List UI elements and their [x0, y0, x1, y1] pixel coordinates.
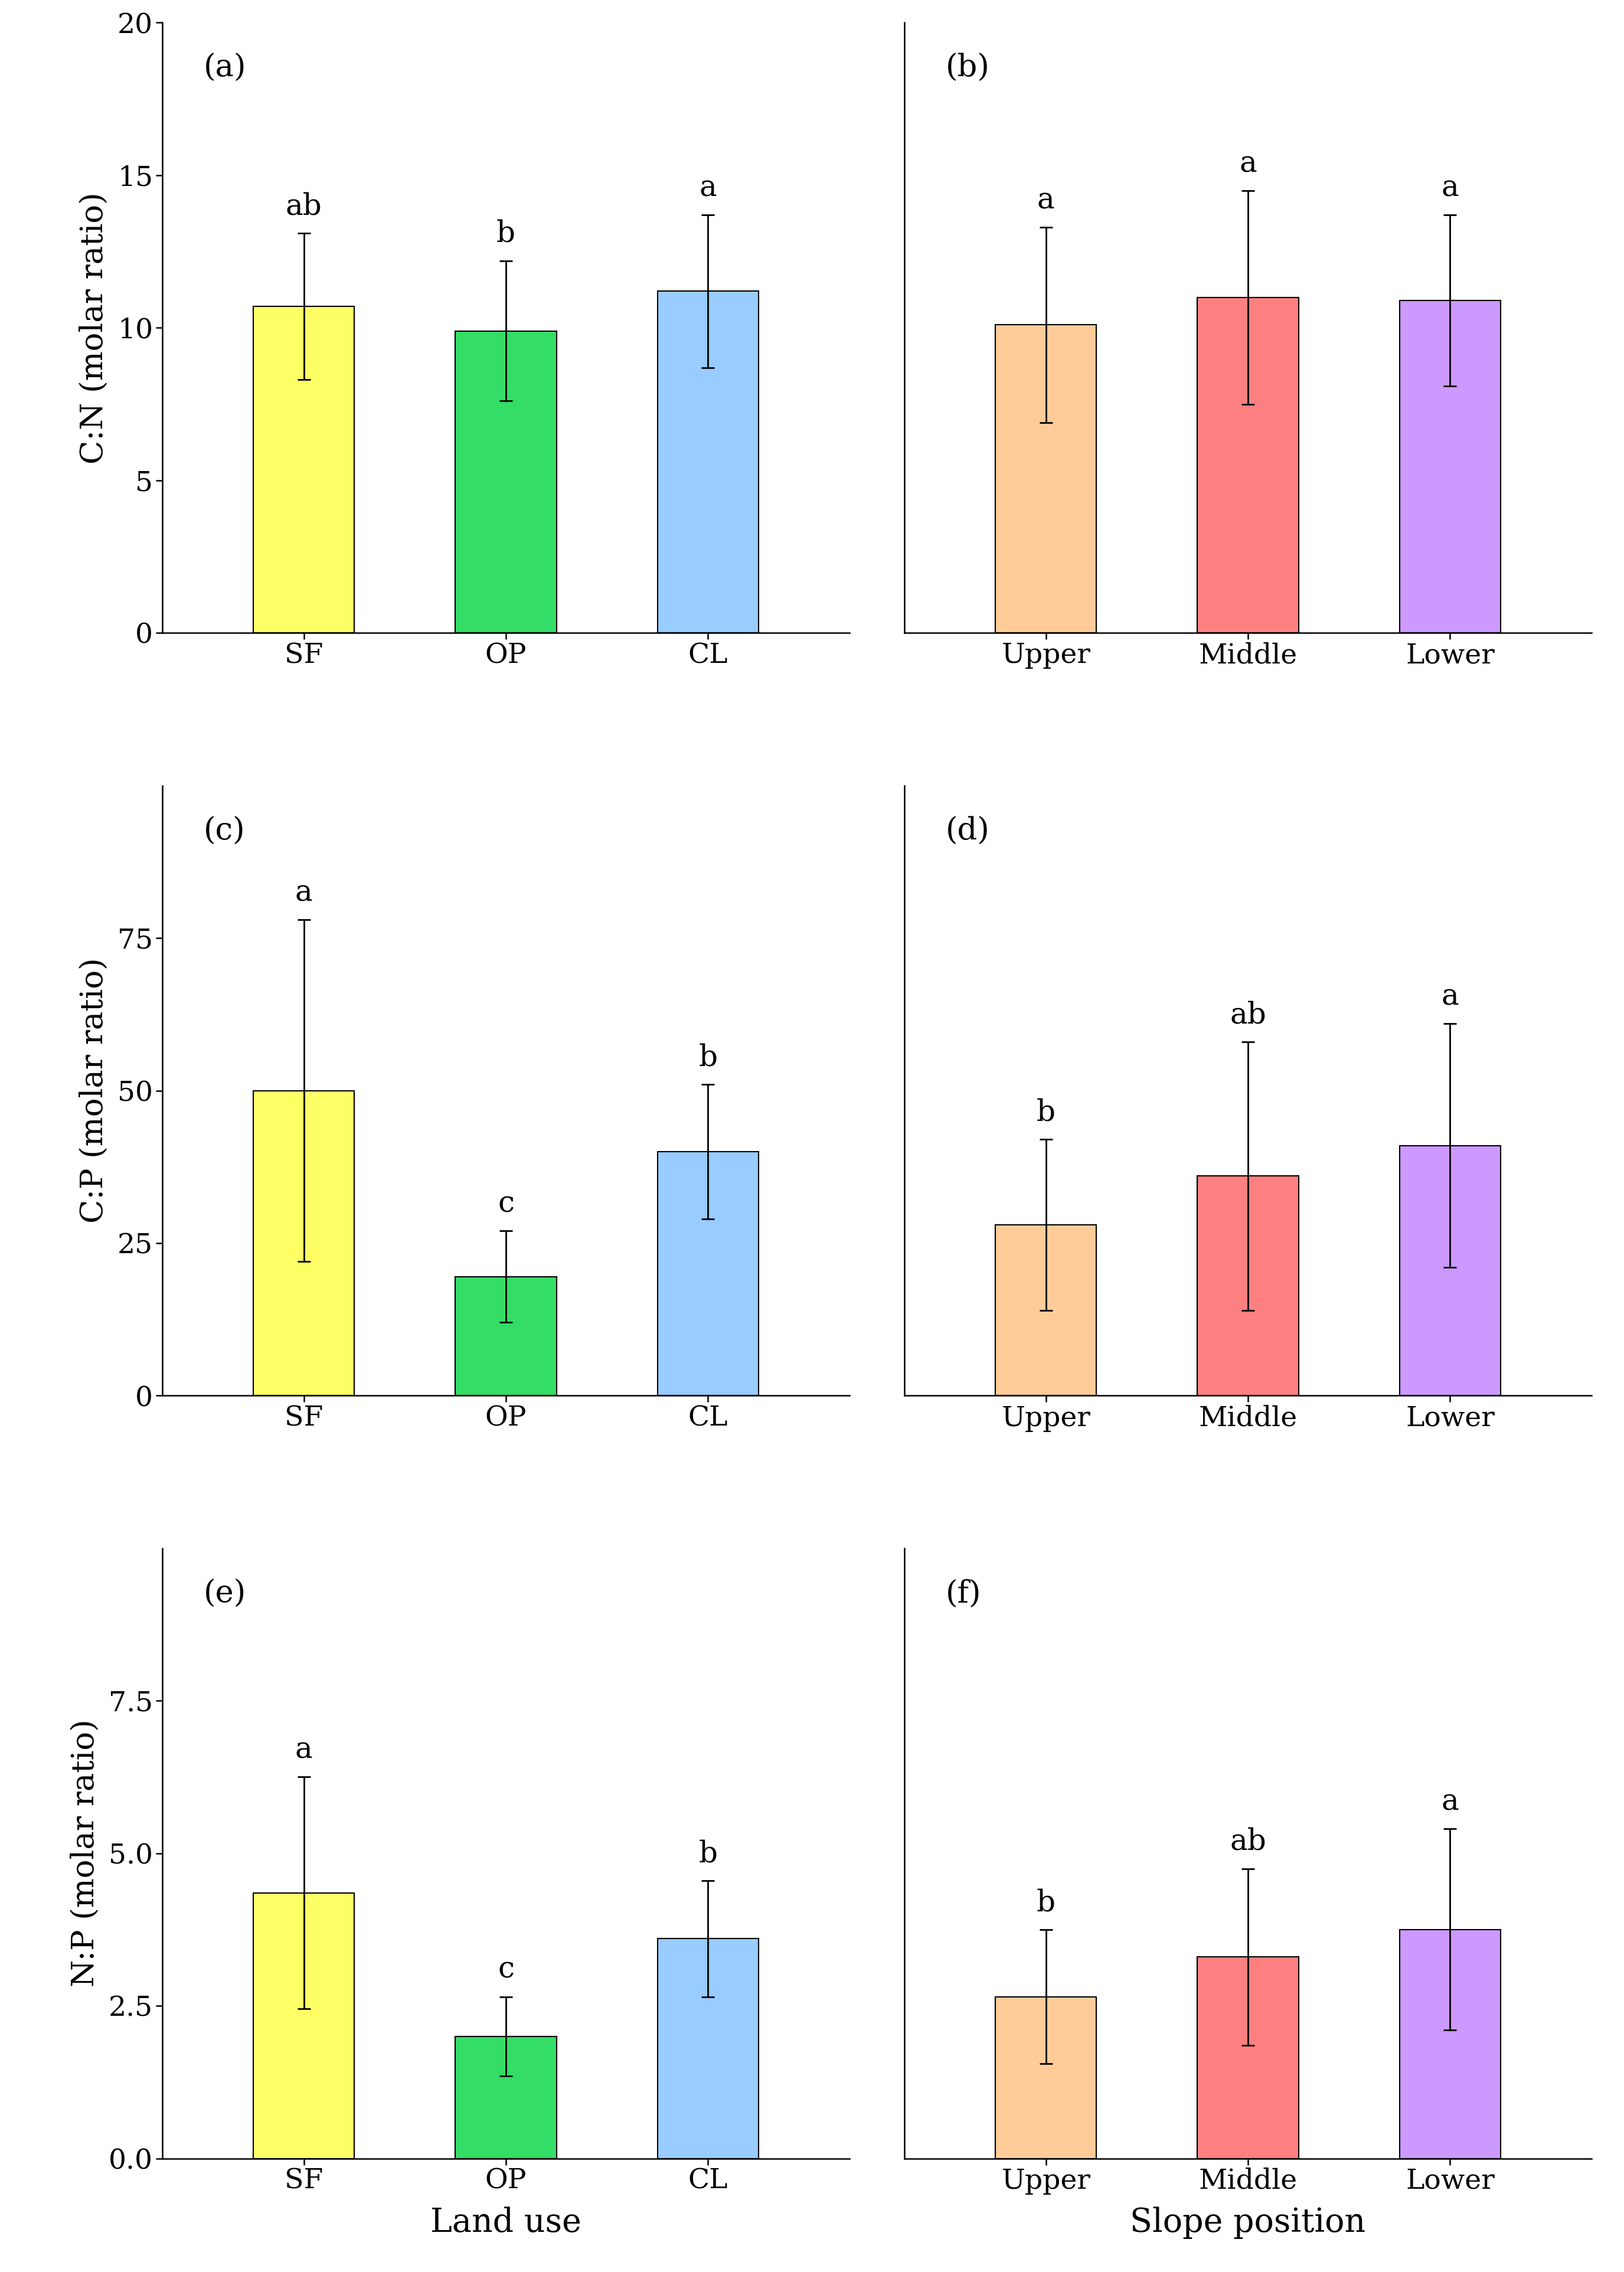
Bar	[996, 1997, 1096, 2158]
Bar	[455, 2036, 557, 2158]
Text: (b): (b)	[945, 52, 991, 84]
Text: ab: ab	[1229, 1000, 1267, 1029]
Text: a: a	[296, 879, 313, 907]
Text: (d): (d)	[945, 816, 989, 845]
Bar	[253, 1893, 354, 2158]
Y-axis label: N:P (molar ratio): N:P (molar ratio)	[70, 1720, 101, 1988]
Text: (c): (c)	[203, 816, 245, 845]
Text: a: a	[1440, 173, 1458, 202]
Bar	[1197, 1177, 1299, 1395]
Bar	[455, 1277, 557, 1395]
Bar	[1400, 1929, 1501, 2158]
Text: b: b	[1036, 1888, 1056, 1918]
Bar	[658, 1938, 758, 2158]
Y-axis label: C:P (molar ratio): C:P (molar ratio)	[80, 959, 109, 1222]
X-axis label: Land use: Land use	[430, 2206, 581, 2240]
Bar	[253, 307, 354, 634]
Text: (f): (f)	[945, 1579, 981, 1609]
Bar	[996, 325, 1096, 634]
Bar	[996, 1225, 1096, 1395]
Bar	[1400, 1145, 1501, 1395]
Text: a: a	[296, 1736, 313, 1765]
Text: a: a	[1440, 1788, 1458, 1818]
Text: c: c	[497, 1956, 515, 1983]
Text: c: c	[497, 1191, 515, 1218]
Bar	[1197, 298, 1299, 634]
Text: b: b	[698, 1840, 718, 1868]
Text: a: a	[1239, 150, 1257, 177]
Text: a: a	[1440, 982, 1458, 1011]
X-axis label: Slope position: Slope position	[1130, 2206, 1366, 2240]
Text: b: b	[1036, 1097, 1056, 1127]
Text: (e): (e)	[203, 1579, 247, 1609]
Text: ab: ab	[1229, 1827, 1267, 1856]
Text: a: a	[1038, 186, 1054, 216]
Text: b: b	[698, 1043, 718, 1072]
Text: b: b	[497, 220, 515, 248]
Bar	[253, 1091, 354, 1395]
Bar	[658, 291, 758, 634]
Bar	[658, 1152, 758, 1395]
Text: (a): (a)	[203, 52, 247, 84]
Bar	[1400, 300, 1501, 634]
Bar	[455, 332, 557, 634]
Text: a: a	[700, 173, 716, 202]
Y-axis label: C:N (molar ratio): C:N (molar ratio)	[80, 191, 109, 463]
Bar	[1197, 1956, 1299, 2158]
Text: ab: ab	[286, 191, 322, 220]
